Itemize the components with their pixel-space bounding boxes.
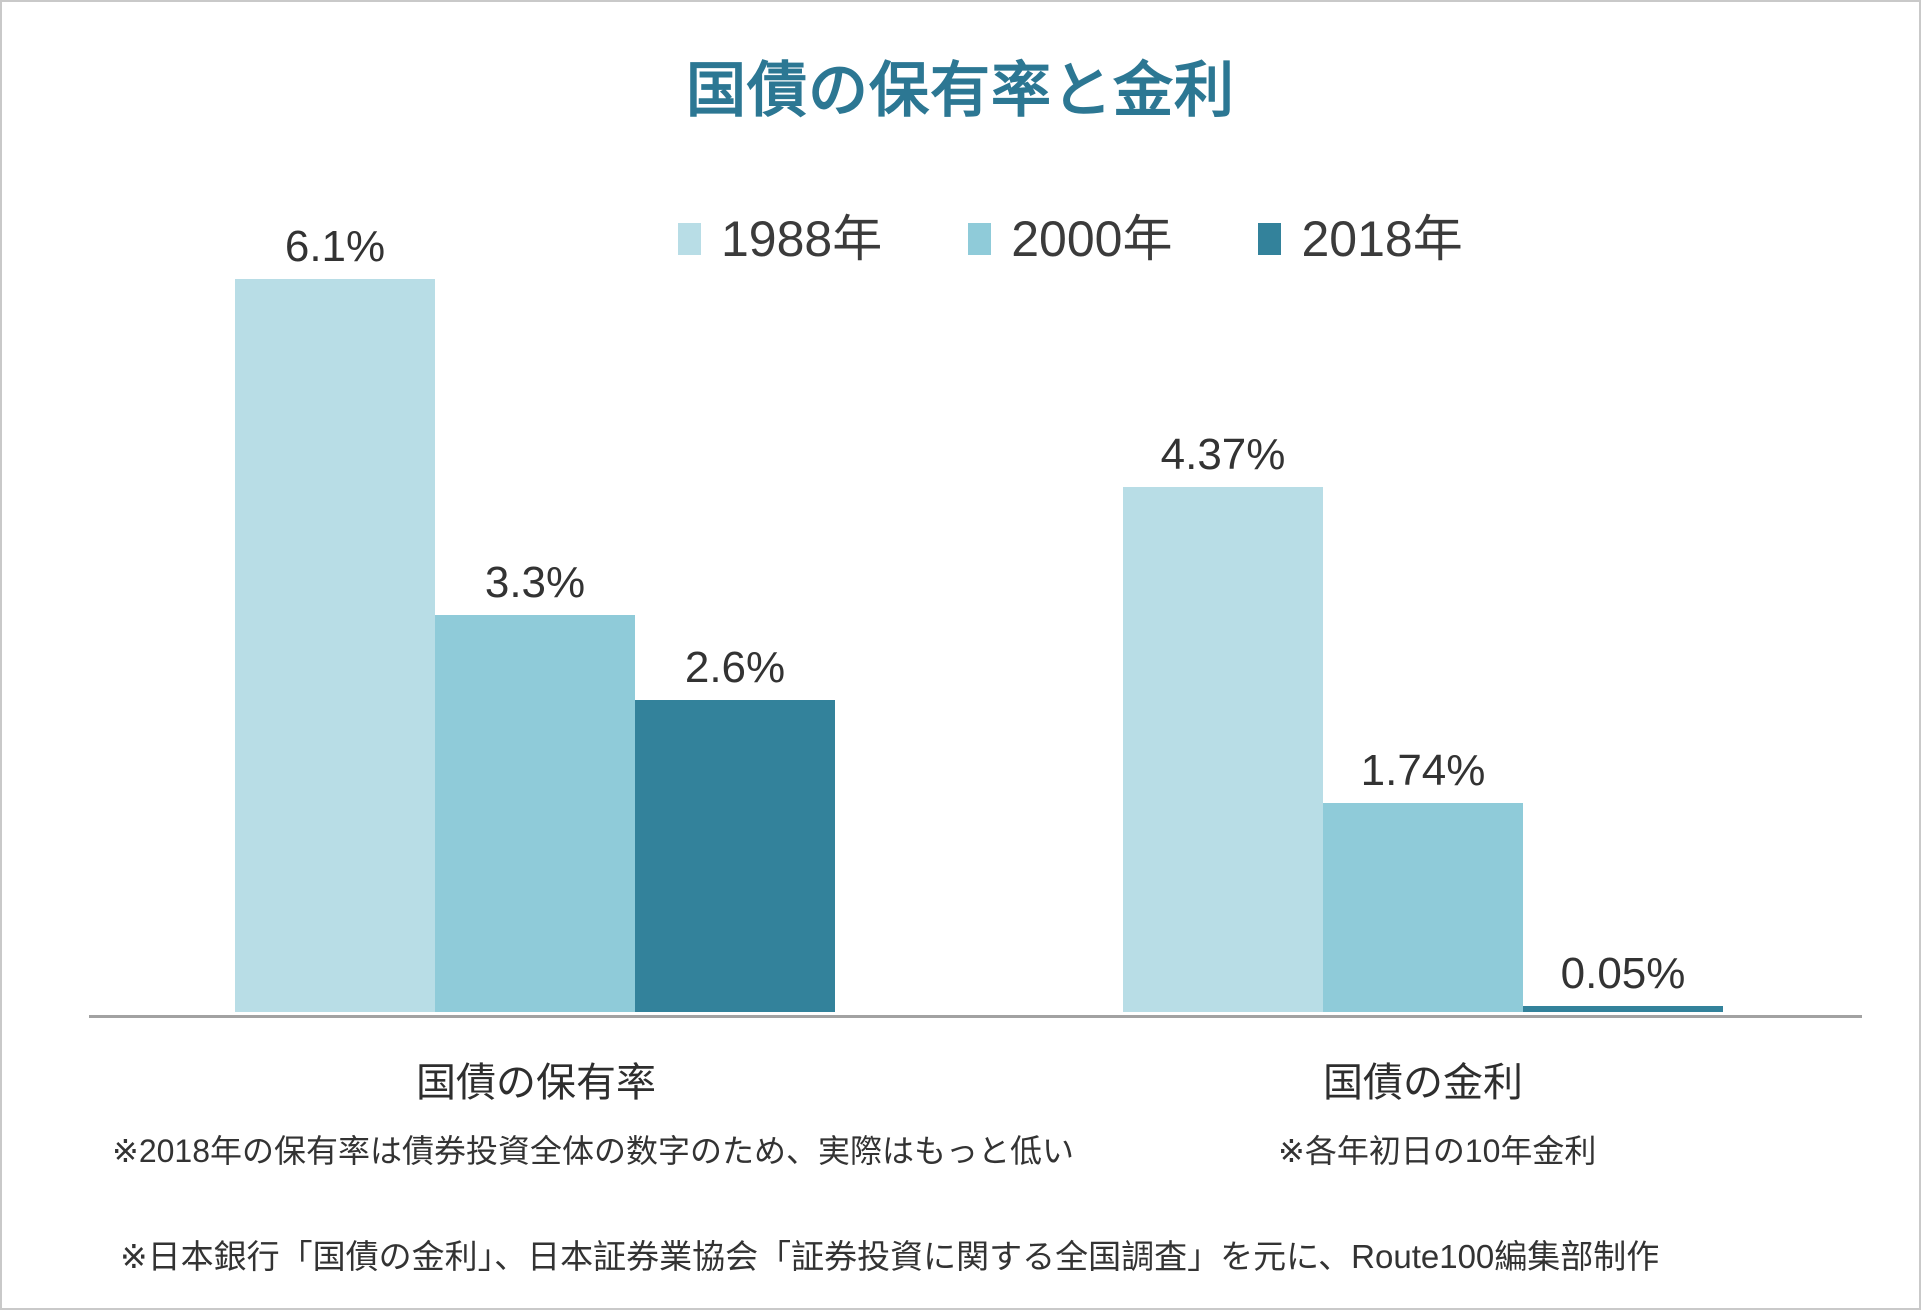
legend-swatch-2018 — [1258, 223, 1282, 255]
bar-value-label-1988-holding-rate: 6.1% — [284, 222, 386, 271]
chart-title: 国債の保有率と金利 — [686, 57, 1235, 124]
bar-1988-interest-rate: 4.37% — [1123, 433, 1323, 1012]
category-label-interest-rate: 国債の金利 — [1323, 1061, 1523, 1105]
legend-label-1988: 1988年 — [721, 211, 883, 267]
legend-item-2018: 2018年 — [1258, 211, 1463, 267]
bar-value-label-2018-holding-rate: 2.6% — [684, 643, 786, 692]
bar-2000-holding-rate: 3.3% — [435, 561, 635, 1012]
legend-swatch-1988 — [678, 223, 701, 255]
legend-item-1988: 1988年 — [678, 214, 882, 264]
legend-item-2000: 2000年 — [968, 214, 1172, 264]
bar-2018-holding-rate: 2.6% — [635, 646, 835, 1012]
source-note: ※日本銀行「国債の金利」、日本証券業協会「証券投資に関する全国調査」を元に、Ro… — [120, 1238, 1660, 1275]
bar-value-label-2000-holding-rate: 3.3% — [484, 558, 586, 607]
footnote-interest-rate: ※各年初日の10年金利 — [1278, 1133, 1597, 1169]
legend-label-2000: 2000年 — [1011, 211, 1173, 267]
bar-2000-interest-rate: 1.74% — [1323, 749, 1523, 1012]
bar-2018-interest-rate: 0.05% — [1523, 952, 1723, 1012]
bar-1988-holding-rate: 6.1% — [235, 225, 435, 1012]
legend-swatch-2000 — [968, 223, 992, 255]
footnote-holding-rate: ※2018年の保有率は債券投資全体の数字のため、実際はもっと低い — [112, 1133, 1075, 1169]
legend-label-2018: 2018年 — [1301, 211, 1463, 267]
bar-value-label-2000-interest-rate: 1.74% — [1360, 746, 1486, 795]
bar-value-label-1988-interest-rate: 4.37% — [1160, 430, 1286, 479]
bar-value-label-2018-interest-rate: 0.05% — [1560, 949, 1686, 998]
x-axis-line — [89, 1015, 1862, 1018]
legend: 1988年 2000年 2018年 — [678, 214, 1463, 264]
category-label-holding-rate: 国債の保有率 — [416, 1061, 656, 1105]
